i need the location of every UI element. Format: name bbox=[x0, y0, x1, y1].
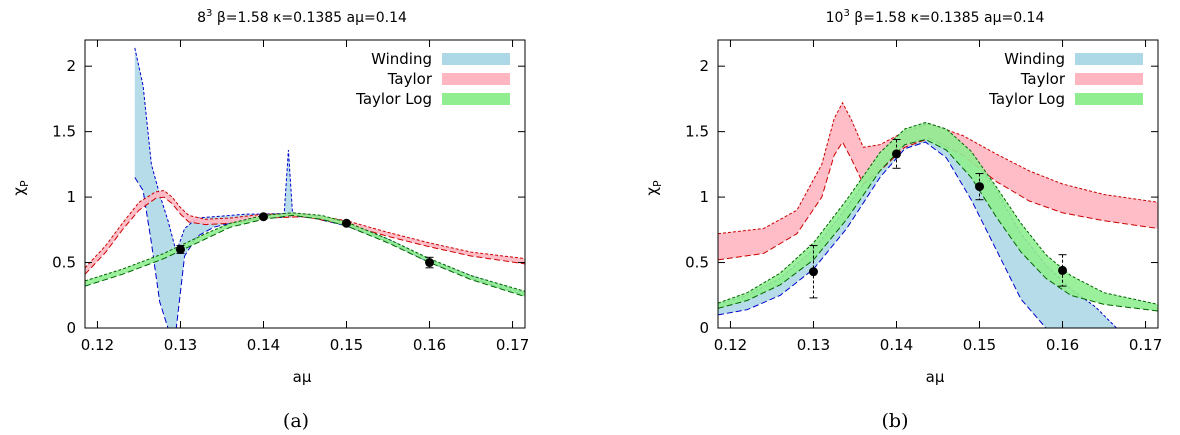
x-tick-label: 0.16 bbox=[1046, 336, 1079, 354]
chart-title: 103 β=1.58 κ=0.1385 aμ=0.14 bbox=[826, 8, 1045, 26]
legend-swatch bbox=[1075, 93, 1143, 105]
y-axis-label: χP bbox=[643, 180, 664, 196]
legend-swatch bbox=[442, 93, 510, 105]
data-point bbox=[425, 258, 434, 267]
plot-area bbox=[718, 103, 1158, 328]
chart-title: 83 β=1.58 κ=0.1385 aμ=0.14 bbox=[197, 8, 407, 26]
legend-label: Taylor Log bbox=[355, 90, 432, 108]
legend-label: Taylor Log bbox=[988, 90, 1065, 108]
band-winding bbox=[135, 48, 525, 328]
data-point bbox=[342, 219, 351, 228]
x-tick-label: 0.13 bbox=[164, 336, 197, 354]
x-axis-label: aμ bbox=[926, 368, 945, 386]
y-axis-label: χP bbox=[10, 180, 31, 196]
y-tick-label: 1 bbox=[66, 188, 76, 206]
legend: Winding Taylor Taylor Log bbox=[988, 50, 1143, 108]
x-tick-label: 0.17 bbox=[496, 336, 529, 354]
x-axis-label: aμ bbox=[293, 368, 312, 386]
y-tick-label: 2 bbox=[699, 57, 709, 75]
data-point bbox=[176, 245, 185, 254]
x-tick-label: 0.14 bbox=[247, 336, 280, 354]
x-tick-label: 0.17 bbox=[1129, 336, 1162, 354]
x-tick-label: 0.14 bbox=[880, 336, 913, 354]
legend-swatch bbox=[442, 53, 510, 65]
data-point bbox=[809, 267, 818, 276]
y-tick-label: 0.5 bbox=[52, 254, 76, 272]
y-tick-label: 1.5 bbox=[52, 123, 76, 141]
legend-label: Taylor bbox=[1020, 70, 1066, 88]
legend-label: Winding bbox=[371, 50, 432, 68]
x-tick-label: 0.13 bbox=[797, 336, 830, 354]
legend-swatch bbox=[1075, 53, 1143, 65]
y-tick-label: 0.5 bbox=[685, 254, 709, 272]
y-tick-label: 1 bbox=[699, 188, 709, 206]
y-tick-label: 0 bbox=[699, 319, 709, 337]
y-tick-label: 2 bbox=[66, 57, 76, 75]
x-tick-label: 0.12 bbox=[81, 336, 114, 354]
data-point bbox=[1058, 266, 1067, 275]
x-tick-label: 0.15 bbox=[330, 336, 363, 354]
legend-label: Taylor bbox=[387, 70, 433, 88]
x-tick-label: 0.15 bbox=[963, 336, 996, 354]
legend: Winding Taylor Taylor Log bbox=[355, 50, 510, 108]
data-point bbox=[259, 212, 268, 221]
y-tick-label: 0 bbox=[66, 319, 76, 337]
chart-panel-b: 103 β=1.58 κ=0.1385 aμ=0.14 aμ χP (b) 0.… bbox=[643, 8, 1162, 432]
data-point bbox=[892, 149, 901, 158]
y-tick-label: 1.5 bbox=[685, 123, 709, 141]
data-point bbox=[975, 182, 984, 191]
legend-label: Winding bbox=[1004, 50, 1065, 68]
x-tick-label: 0.16 bbox=[413, 336, 446, 354]
plot-area bbox=[85, 48, 525, 328]
legend-swatch bbox=[1075, 73, 1143, 85]
panel-caption: (a) bbox=[283, 410, 309, 432]
x-tick-label: 0.12 bbox=[714, 336, 747, 354]
panel-caption: (b) bbox=[882, 410, 909, 432]
chart-panel-a: 83 β=1.58 κ=0.1385 aμ=0.14 aμ χP (a) 0.1… bbox=[10, 8, 529, 432]
legend-swatch bbox=[442, 73, 510, 85]
